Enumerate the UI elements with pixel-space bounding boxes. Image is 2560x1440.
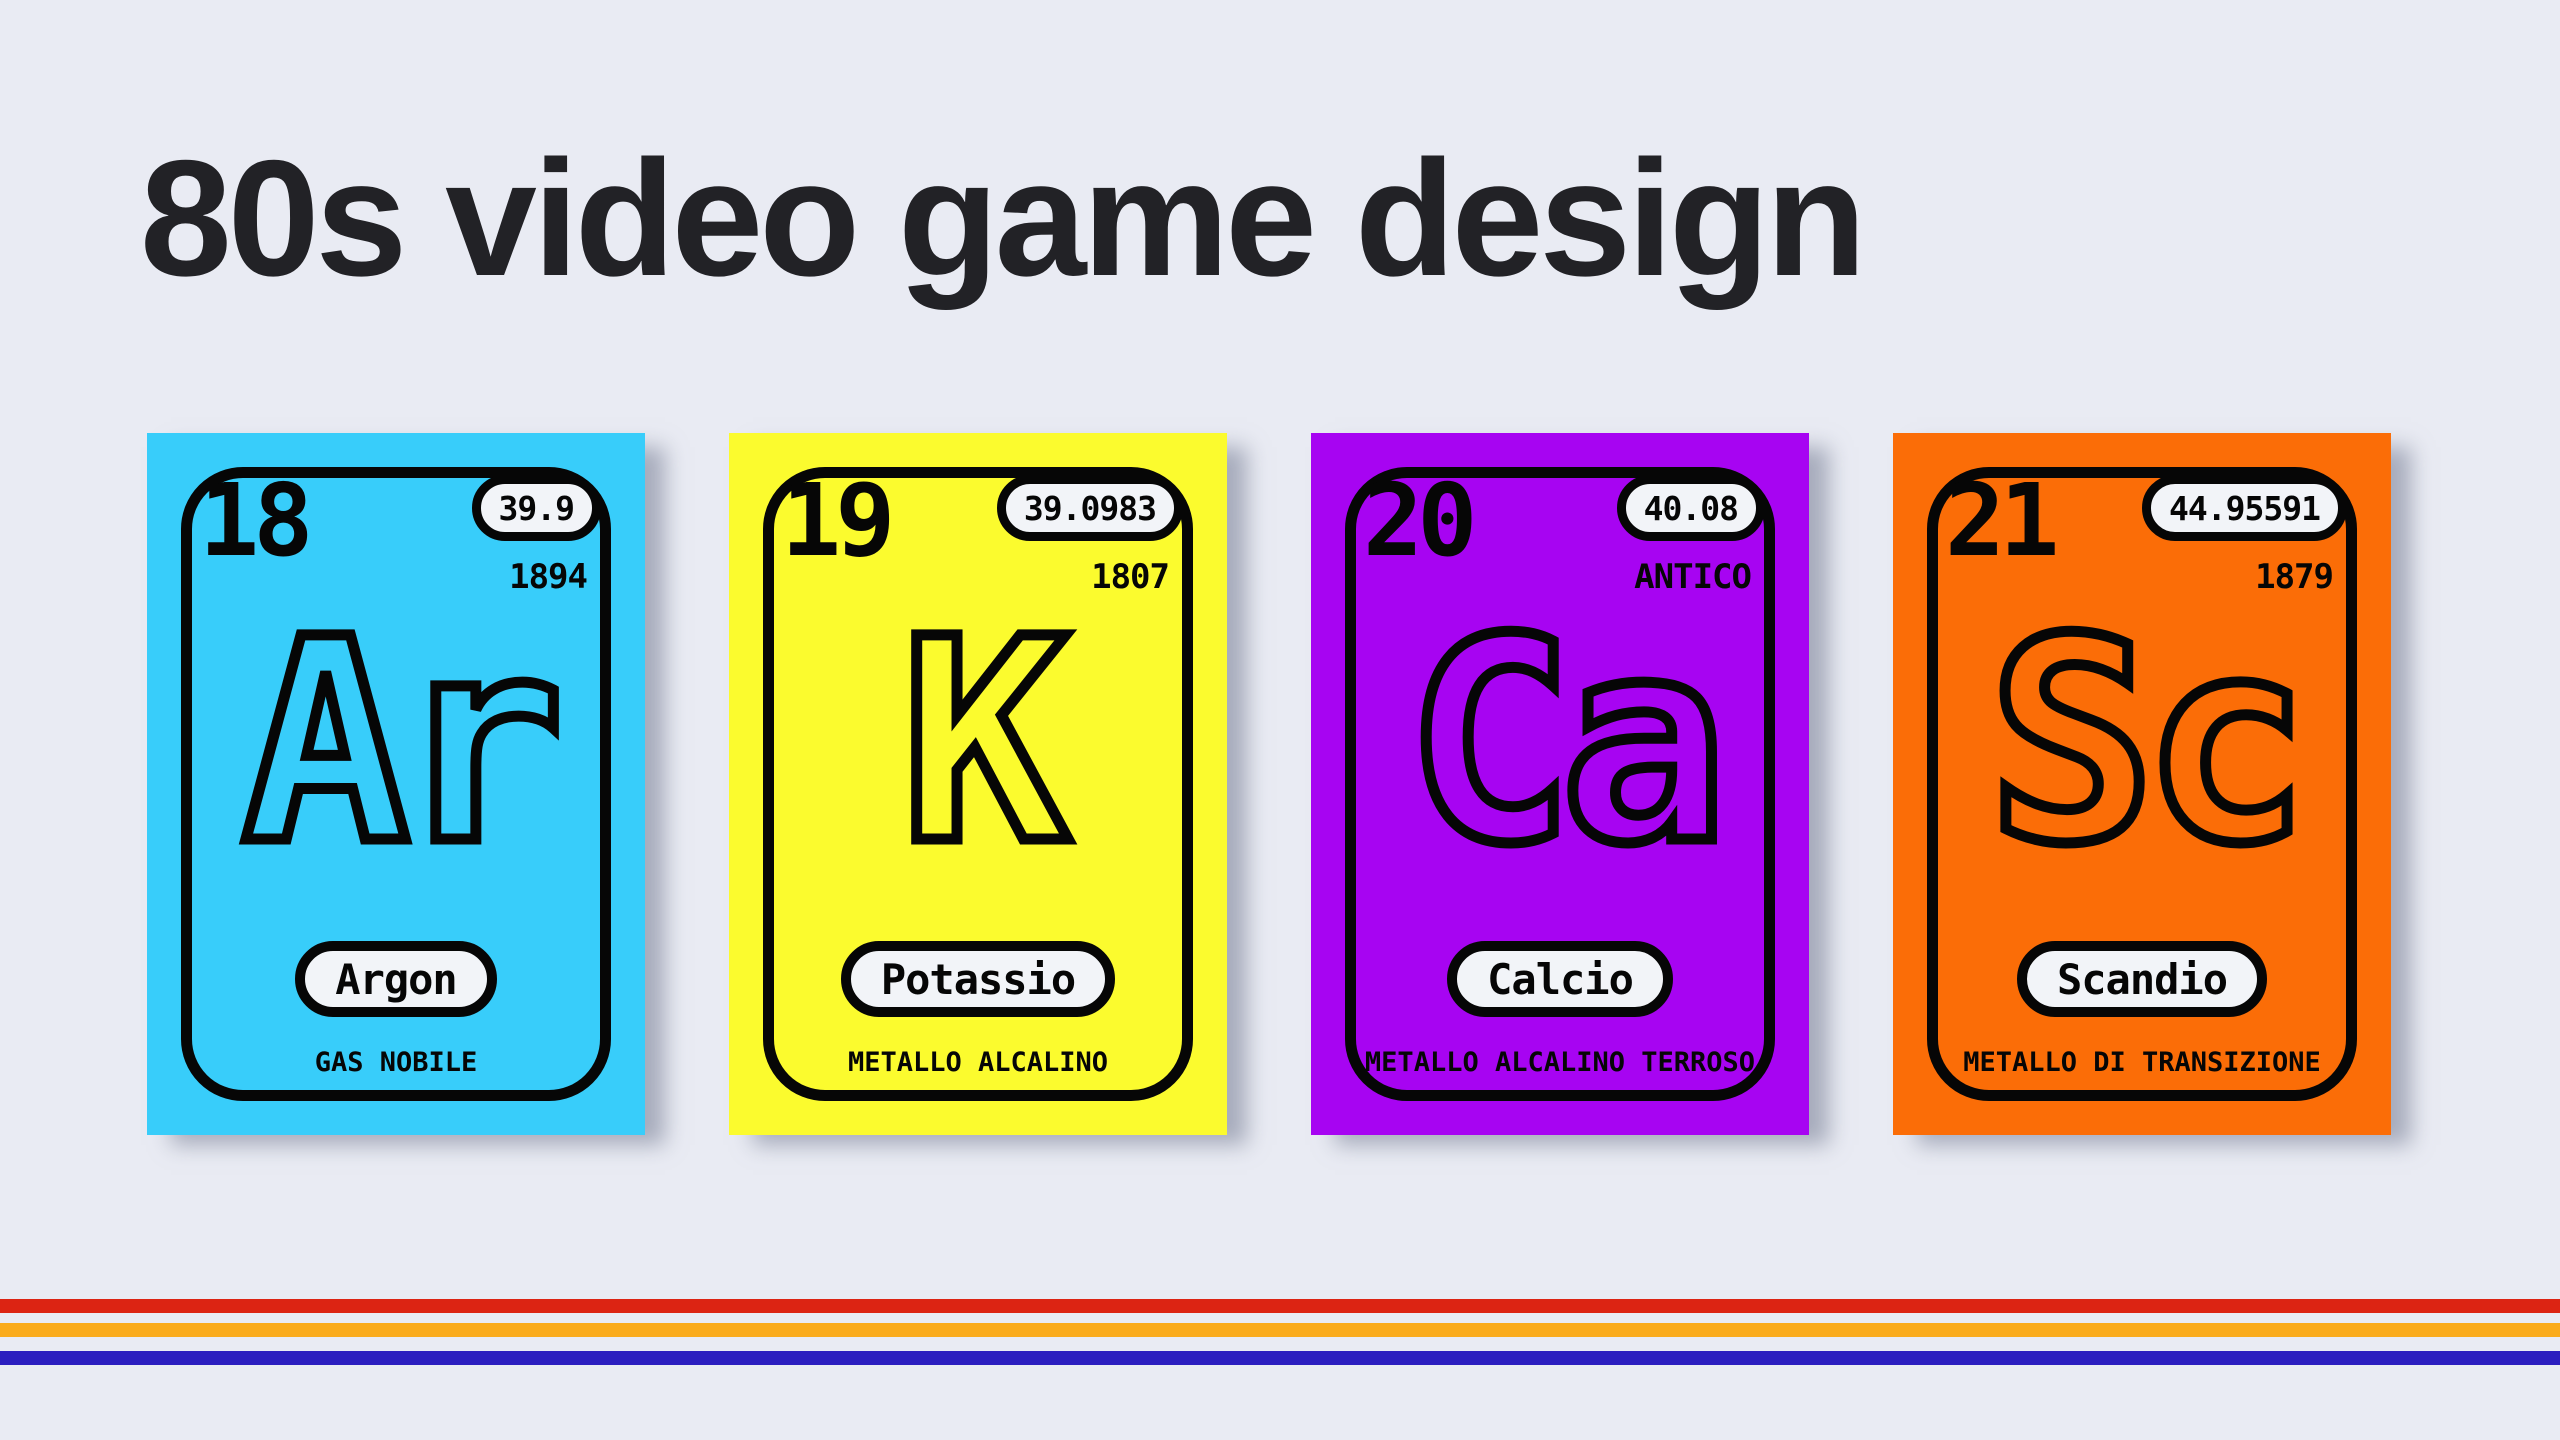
card-border <box>181 467 611 1101</box>
element-name: Calcio <box>1487 954 1634 1004</box>
element-name-pill: Scandio <box>2016 941 2267 1017</box>
element-symbol: Ca <box>1400 580 1734 906</box>
element-name: Potassio <box>880 954 1076 1004</box>
element-name-pill: Calcio <box>1447 941 1673 1017</box>
element-symbol: Ar <box>236 580 570 906</box>
atomic-number: 18 <box>199 462 313 579</box>
element-category: GAS NOBILE <box>314 1047 478 1078</box>
element-card-calcio: 20 40.08 ANTICO Ca Calcio METALLO ALCALI… <box>1311 433 1809 1135</box>
atomic-number: 20 <box>1363 462 1477 579</box>
element-symbol: Sc <box>1982 580 2316 906</box>
element-name-row: Scandio <box>1893 941 2391 1017</box>
decorative-stripe-blue <box>0 1351 2560 1365</box>
card-border <box>1345 467 1775 1101</box>
discovery-year: 1807 <box>1091 557 1170 597</box>
element-name-pill: Argon <box>295 941 497 1017</box>
element-name-row: Potassio <box>729 941 1227 1017</box>
atomic-mass: 44.95591 <box>2169 488 2321 528</box>
element-symbol-area: Ar <box>147 593 645 893</box>
card-border <box>1927 467 2357 1101</box>
atomic-number: 19 <box>781 462 895 579</box>
atomic-mass-pill: 40.08 <box>1616 475 1765 541</box>
element-category: METALLO DI TRANSIZIONE <box>1963 1047 2321 1078</box>
element-card-scandio: 21 44.95591 1879 Sc Scandio METALLO DI T… <box>1893 433 2391 1135</box>
card-border <box>763 467 1193 1101</box>
element-symbol: K <box>895 580 1075 906</box>
discovery-year: 1879 <box>2255 557 2334 597</box>
atomic-mass-pill: 39.9 <box>471 475 601 541</box>
element-card-argon: 18 39.9 1894 Ar Argon GAS NOBILE <box>147 433 645 1135</box>
decorative-stripe-red <box>0 1299 2560 1313</box>
element-name: Argon <box>335 954 457 1004</box>
atomic-mass: 39.9 <box>498 488 575 528</box>
element-name-row: Argon <box>147 941 645 1017</box>
element-cards-row: 18 39.9 1894 Ar Argon GAS NOBILE 19 39.0… <box>147 433 2391 1135</box>
element-symbol-area: K <box>729 593 1227 893</box>
atomic-mass-pill: 39.0983 <box>996 475 1183 541</box>
element-category: METALLO ALCALINO <box>847 1047 1109 1078</box>
page-title: 80s video game design <box>140 126 1867 310</box>
atomic-mass-pill: 44.95591 <box>2142 475 2347 541</box>
element-symbol-area: Sc <box>1893 593 2391 893</box>
discovery-era: ANTICO <box>1634 557 1752 597</box>
atomic-mass: 40.08 <box>1643 488 1739 528</box>
atomic-number: 21 <box>1945 462 2059 579</box>
element-symbol-area: Ca <box>1311 593 1809 893</box>
element-name-pill: Potassio <box>840 941 1116 1017</box>
discovery-year: 1894 <box>509 557 588 597</box>
element-card-potassio: 19 39.0983 1807 K Potassio METALLO ALCAL… <box>729 433 1227 1135</box>
decorative-stripe-amber <box>0 1323 2560 1337</box>
element-name-row: Calcio <box>1311 941 1809 1017</box>
atomic-mass: 39.0983 <box>1023 488 1157 528</box>
element-category: METALLO ALCALINO TERROSO <box>1364 1047 1756 1078</box>
element-name: Scandio <box>2056 954 2228 1004</box>
